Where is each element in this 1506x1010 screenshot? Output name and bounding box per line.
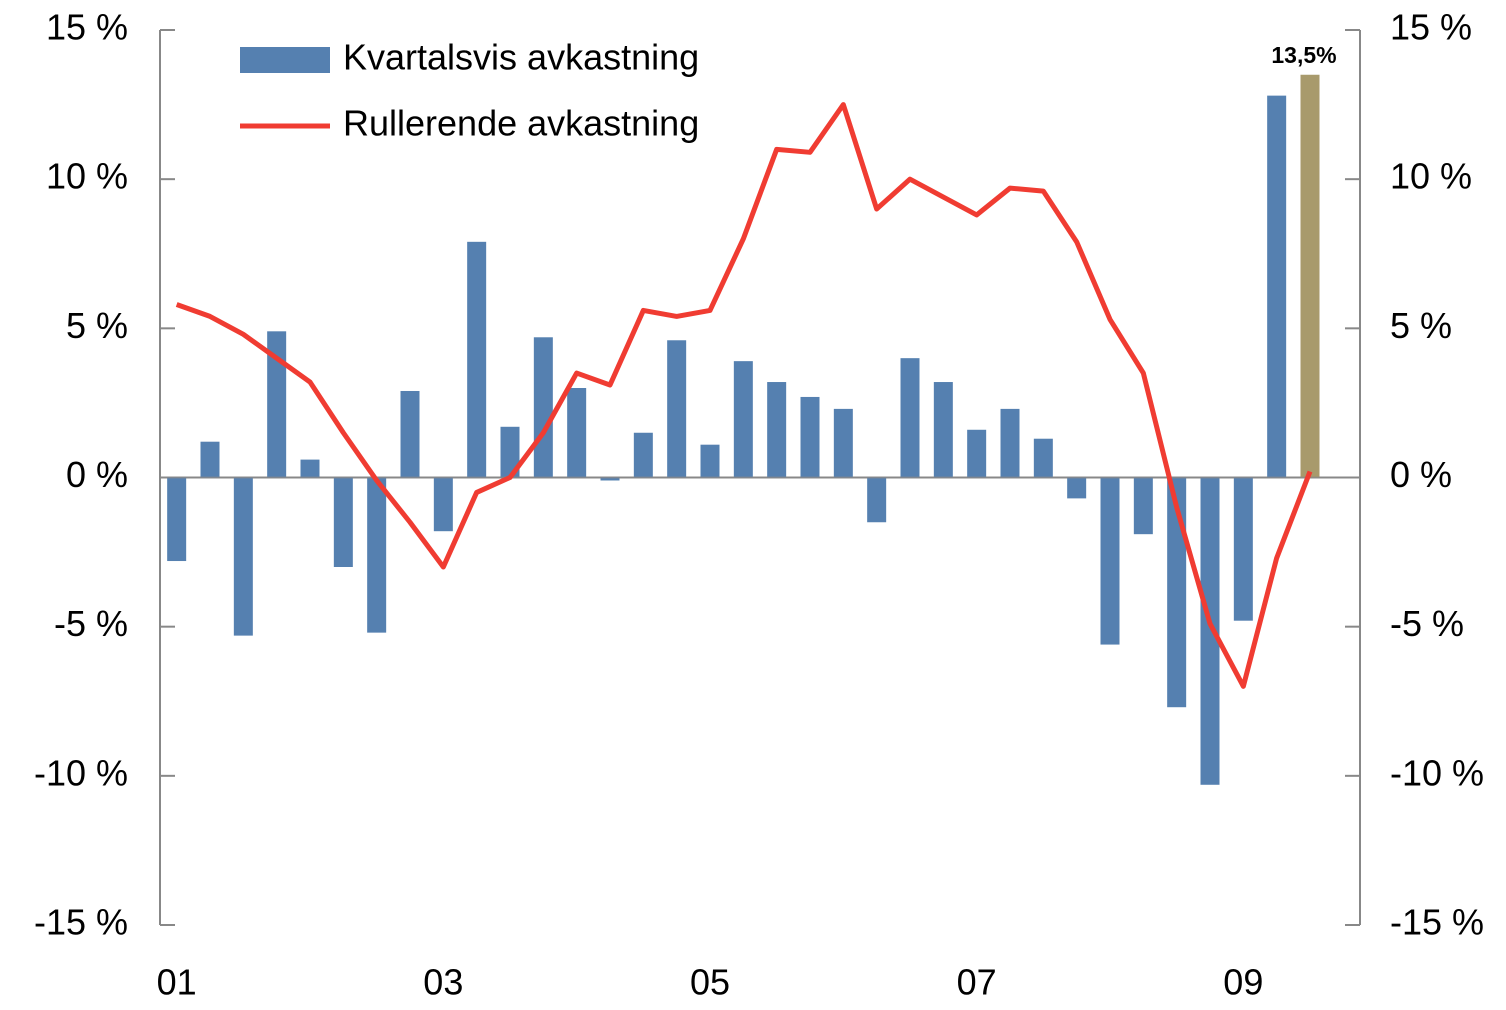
bar (933, 382, 953, 478)
bar (433, 477, 453, 532)
x-tick-label: 09 (1223, 962, 1263, 1003)
y-tick-label: -5 % (54, 603, 128, 644)
y2-tick-label: -5 % (1390, 603, 1464, 644)
bar (467, 241, 487, 478)
y-tick-label: 5 % (66, 305, 128, 346)
bar (700, 444, 720, 478)
y2-tick-label: -10 % (1390, 752, 1484, 793)
y2-tick-label: 0 % (1390, 454, 1452, 495)
bar (267, 331, 287, 478)
y-tick-label: -10 % (34, 752, 128, 793)
bar (800, 396, 820, 478)
legend-swatch (240, 47, 330, 73)
bar (567, 388, 587, 478)
bar (233, 477, 253, 636)
bar (1233, 477, 1253, 621)
bar (833, 408, 853, 478)
bar (900, 358, 920, 478)
bar (600, 477, 620, 481)
y2-tick-label: 15 % (1390, 7, 1472, 48)
bar (500, 426, 520, 478)
bar (1300, 74, 1320, 478)
bar (400, 390, 420, 478)
bar (167, 477, 187, 562)
bar (1067, 477, 1087, 499)
y-tick-label: 10 % (46, 156, 128, 197)
bar (1133, 477, 1153, 535)
x-tick-label: 03 (423, 962, 463, 1003)
bar (200, 441, 220, 478)
bar (667, 340, 687, 478)
bar (1000, 408, 1020, 478)
x-tick-label: 05 (690, 962, 730, 1003)
bar (1167, 477, 1187, 708)
bar (733, 361, 753, 478)
bar (1100, 477, 1120, 645)
y-tick-label: 15 % (46, 7, 128, 48)
bar (967, 429, 987, 478)
y2-tick-label: -15 % (1390, 902, 1484, 943)
bar (333, 477, 353, 567)
bar (1200, 477, 1220, 785)
line (175, 102, 1313, 689)
bar (533, 337, 553, 478)
bar (367, 477, 387, 633)
bar (867, 477, 887, 523)
bar (767, 382, 787, 478)
legend-label: Kvartalsvis avkastning (343, 37, 699, 78)
bar (1267, 95, 1287, 478)
data-label: 13,5% (1271, 42, 1336, 68)
legend-label: Rullerende avkastning (343, 103, 699, 144)
x-tick-label: 01 (157, 962, 197, 1003)
y-tick-label: -15 % (34, 902, 128, 943)
bar (300, 459, 320, 478)
y2-tick-label: 10 % (1390, 156, 1472, 197)
y-tick-label: 0 % (66, 454, 128, 495)
x-tick-label: 07 (957, 962, 997, 1003)
bar (1033, 438, 1053, 478)
y2-tick-label: 5 % (1390, 305, 1452, 346)
bar (633, 432, 653, 478)
